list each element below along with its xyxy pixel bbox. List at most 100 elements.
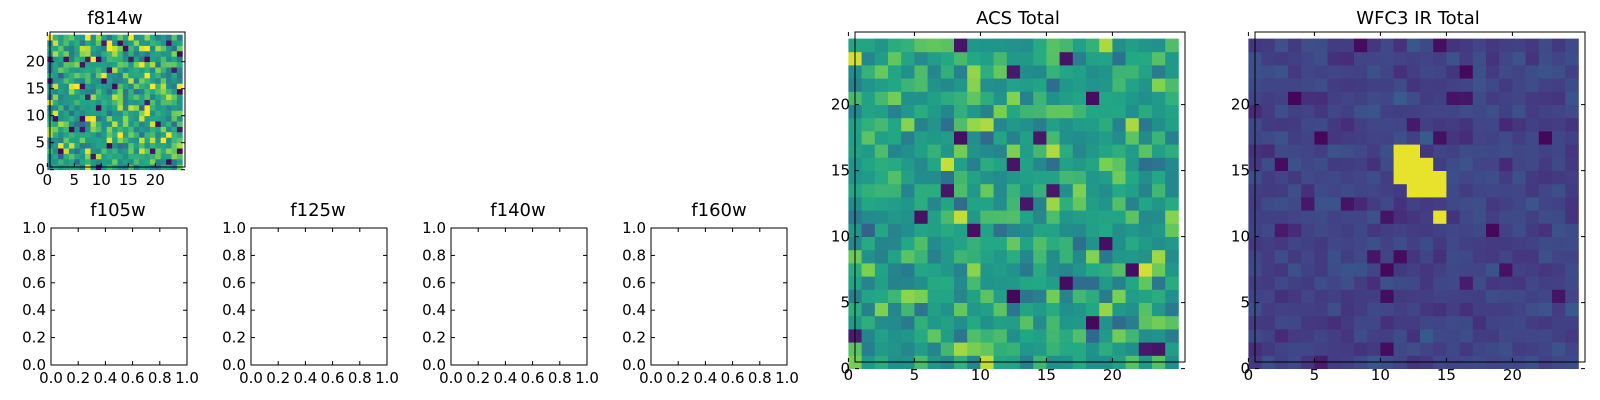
heatmap-cell xyxy=(1165,183,1179,198)
heatmap-cell xyxy=(1099,223,1113,237)
heatmap-cell xyxy=(95,61,102,68)
heatmap-cell xyxy=(149,153,156,160)
heatmap-cell xyxy=(1138,104,1153,119)
heatmap-cell xyxy=(1072,249,1087,264)
heatmap-cell xyxy=(927,131,942,145)
heatmap-cell xyxy=(117,148,124,154)
heatmap-cell xyxy=(95,115,102,122)
heatmap-cell xyxy=(1459,289,1474,303)
heatmap-cell xyxy=(1420,78,1434,92)
heatmap-cell xyxy=(1367,91,1381,105)
heatmap-cell xyxy=(1006,183,1021,198)
heatmap-cell xyxy=(954,144,968,158)
heatmap-cell xyxy=(1499,117,1513,132)
heatmap-cell xyxy=(1446,329,1460,343)
y-tick-label: 10 xyxy=(1231,228,1250,246)
heatmap-cell xyxy=(1525,157,1540,171)
heatmap-cell xyxy=(1072,144,1087,158)
heatmap-cell xyxy=(1446,315,1460,330)
heatmap-cell xyxy=(914,65,928,79)
axes-frame xyxy=(650,227,788,366)
heatmap-cell xyxy=(144,153,151,160)
axis-ticks: 0.0 0.2 0.4 0.6 0.8 1.00.00.20.40.60.81.0 xyxy=(22,219,199,387)
heatmap-cell xyxy=(149,110,156,117)
heatmap-cell xyxy=(954,91,968,105)
heatmap-cell xyxy=(149,83,156,90)
heatmap-cell xyxy=(1112,249,1126,264)
heatmap-cell xyxy=(139,94,145,100)
heatmap-cell xyxy=(122,56,129,63)
heatmap-cell xyxy=(1033,104,1047,119)
heatmap-cell xyxy=(967,210,981,224)
heatmap-cell xyxy=(106,121,113,127)
heatmap-cell xyxy=(993,302,1008,317)
heatmap-cell xyxy=(1472,170,1487,185)
heatmap-cell xyxy=(160,61,167,68)
heatmap-cell xyxy=(74,67,81,73)
heatmap-cell xyxy=(79,126,86,133)
heatmap-cell xyxy=(1261,329,1276,343)
heatmap-cell xyxy=(861,342,876,356)
heatmap-cell xyxy=(967,315,981,330)
heatmap-cell xyxy=(166,99,172,106)
heatmap-cell xyxy=(58,83,64,90)
heatmap-cell xyxy=(967,65,981,79)
heatmap-cell xyxy=(122,104,129,111)
heatmap-cell xyxy=(176,56,183,63)
heatmap-cell xyxy=(133,77,140,84)
heatmap-cell xyxy=(1433,236,1447,251)
heatmap-cell xyxy=(79,121,86,127)
heatmap-cell xyxy=(954,263,968,277)
x-tick-label: 20 xyxy=(1103,366,1122,384)
heatmap-cell xyxy=(1274,276,1289,290)
heatmap-cell xyxy=(1340,183,1355,198)
heatmap-cell xyxy=(901,51,915,66)
heatmap-cell xyxy=(133,137,140,144)
heatmap-cell xyxy=(1301,315,1315,330)
heatmap-cell xyxy=(1420,236,1434,251)
heatmap-cell xyxy=(1099,263,1113,277)
heatmap-cell xyxy=(1499,91,1513,105)
heatmap-cell xyxy=(940,210,955,224)
heatmap-cell xyxy=(1354,144,1368,158)
heatmap-cell xyxy=(1565,342,1579,356)
heatmap-cell xyxy=(79,137,86,144)
heatmap-cell xyxy=(1274,342,1289,356)
heatmap-cell xyxy=(1446,289,1460,303)
heatmap-cell xyxy=(1020,170,1034,185)
heatmap-cell xyxy=(1046,38,1060,53)
heatmap-cell xyxy=(1367,210,1381,224)
heatmap-cell xyxy=(1327,104,1342,119)
heatmap-cell xyxy=(1125,144,1140,158)
heatmap-cell xyxy=(888,276,902,290)
y-tick-label: 0.6 xyxy=(22,274,46,292)
heatmap-cell xyxy=(1354,183,1368,198)
x-tick-label: 15 xyxy=(119,171,138,189)
heatmap-cell xyxy=(52,72,59,79)
heatmap-cell xyxy=(1538,104,1553,119)
heatmap-cell xyxy=(95,67,102,73)
heatmap-cell xyxy=(52,40,59,46)
heatmap-cell xyxy=(176,99,183,106)
heatmap-cell xyxy=(1538,157,1553,171)
heatmap-cell xyxy=(68,61,75,68)
heatmap-cell xyxy=(1472,144,1487,158)
heatmap-cell xyxy=(101,61,108,68)
heatmap-cell xyxy=(1538,263,1553,277)
heatmap-cell xyxy=(1472,78,1487,92)
heatmap-cell xyxy=(1393,197,1408,211)
heatmap-cell xyxy=(149,88,156,95)
heatmap-cell xyxy=(1538,144,1553,158)
heatmap-cell xyxy=(1288,342,1302,356)
heatmap-cell xyxy=(144,121,151,127)
heatmap-cell xyxy=(1125,117,1140,132)
y-tick-label: 0.0 xyxy=(222,356,246,374)
heatmap-cell xyxy=(1512,223,1526,237)
heatmap-cell xyxy=(1420,315,1434,330)
heatmap-cell xyxy=(171,56,178,63)
heatmap-cell xyxy=(954,104,968,119)
heatmap-cell xyxy=(1261,78,1276,92)
heatmap-cell xyxy=(58,158,64,165)
heatmap-cell xyxy=(1059,263,1074,277)
heatmap-cell xyxy=(139,131,145,138)
